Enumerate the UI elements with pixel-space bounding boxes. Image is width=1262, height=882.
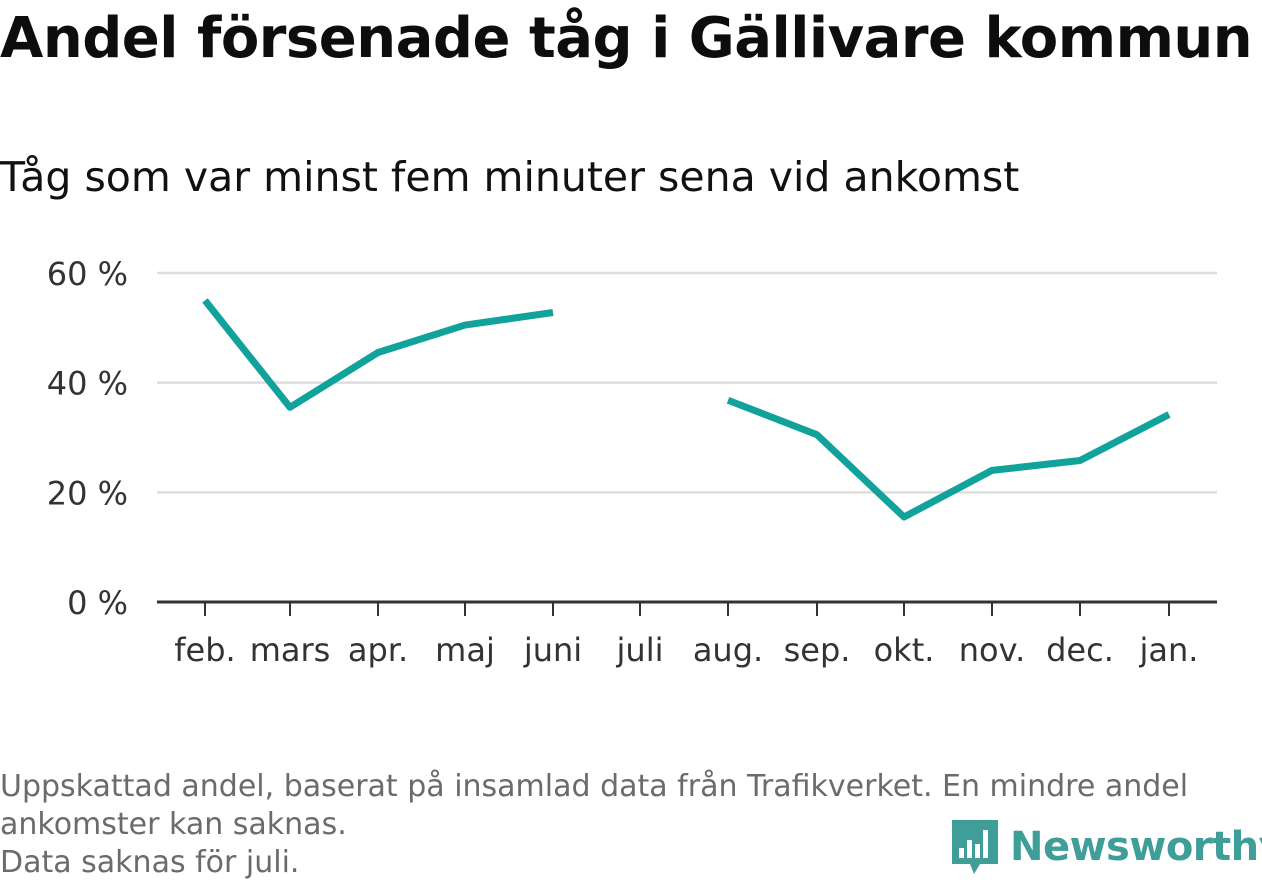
y-tick-label: 60 % [47,255,128,293]
x-tick-label: maj [435,631,495,669]
y-tick-labels: 0 % 20 % 40 % 60 % [47,255,128,622]
y-tick-label: 0 % [67,584,128,622]
x-tick-label: mars [250,631,331,669]
x-tick-label: juni [523,631,582,669]
footer-note-missing: ankomster kan saknas. [0,807,347,842]
grid-lines [157,271,1217,494]
series-line-segment [202,298,554,411]
x-tick-label: okt. [874,631,935,669]
x-tick-label: apr. [348,631,408,669]
y-tick-label: 40 % [47,365,128,403]
x-tick-label: juli [616,631,664,669]
x-axis: feb. mars apr. maj juni juli aug. sep. okt. nov. d… [157,600,1217,669]
bar-chart-speech-bubble-icon [952,820,998,874]
footer-notes: Uppskattad andel, baserat på insamlad da… [0,768,1250,882]
series-line-segment [726,396,1171,521]
line-chart: 0 % 20 % 40 % 60 % feb. mars apr. maj juni juli a… [47,255,1217,669]
chart-title: Andel försenade tåg i Gällivare kommun [0,6,1253,71]
brand-name: Newsworthy [1010,824,1262,870]
footer-note-july: Data saknas för juli. [0,845,300,880]
chart-subtitle: Tåg som var minst fem minuter sena vid a… [0,153,1020,201]
x-tick-label: nov. [959,631,1025,669]
x-tick-label: jan. [1139,631,1199,669]
series-lines [202,298,1171,521]
x-tick-label: sep. [784,631,851,669]
x-tick-label: aug. [693,631,763,669]
footer-note-source: Uppskattad andel, baserat på insamlad da… [0,769,1189,804]
y-tick-label: 20 % [47,474,128,512]
x-tick-label: dec. [1046,631,1114,669]
x-tick-label: feb. [174,631,235,669]
newsworthy-logo: Newsworthy [950,818,1262,876]
